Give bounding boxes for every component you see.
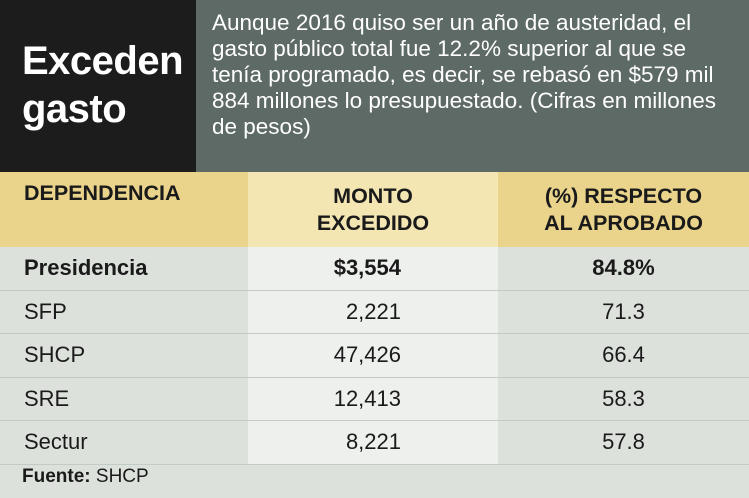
- column-header-porcentaje: (%) RESPECTO AL APROBADO: [498, 172, 749, 247]
- table-row: Sectur 8,221 57.8: [0, 421, 749, 465]
- source-label: Fuente:: [22, 466, 91, 487]
- data-table: DEPENDENCIA MONTO EXCEDIDO (%) RESPECTO …: [0, 172, 749, 465]
- table-row: SHCP 47,426 66.4: [0, 334, 749, 378]
- column-header-monto-line-2: EXCEDIDO: [316, 210, 430, 235]
- cell-dependencia: Presidencia: [24, 255, 148, 281]
- column-header-dependencia: DEPENDENCIA: [24, 181, 181, 205]
- cell-monto: 8,221: [248, 421, 498, 464]
- table-row: SRE 12,413 58.3: [0, 377, 749, 421]
- cell-porcentaje: 58.3: [602, 385, 645, 411]
- cell-dependencia: SFP: [24, 298, 67, 324]
- title-box: Exceden gasto: [0, 0, 196, 172]
- cell-monto: 2,221: [248, 290, 498, 333]
- cell-porcentaje: 66.4: [602, 342, 645, 368]
- source-value: SHCP: [95, 466, 149, 487]
- cell-porcentaje: 57.8: [602, 429, 645, 455]
- title-line-1: Exceden: [22, 39, 184, 83]
- table-row: Presidencia $3,554 84.8%: [0, 247, 749, 291]
- cell-dependencia: SHCP: [24, 342, 86, 368]
- cell-monto: 12,413: [248, 377, 498, 420]
- cell-porcentaje: 84.8%: [592, 255, 655, 281]
- column-header-porcentaje-line-2: AL APROBADO: [544, 210, 703, 235]
- intro-text: Aunque 2016 quiso ser un año de austerid…: [212, 10, 717, 139]
- cell-monto: $3,554: [248, 247, 498, 290]
- cell-monto: 47,426: [248, 334, 498, 377]
- column-header-porcentaje-line-1: (%) RESPECTO: [544, 183, 703, 208]
- column-header-monto-line-1: MONTO: [333, 183, 413, 208]
- table-header-row: DEPENDENCIA MONTO EXCEDIDO (%) RESPECTO …: [0, 172, 749, 247]
- column-header-monto: MONTO EXCEDIDO: [248, 172, 498, 247]
- header: Exceden gasto Aunque 2016 quiso ser un a…: [0, 0, 749, 172]
- intro-box: Aunque 2016 quiso ser un año de austerid…: [196, 0, 749, 172]
- cell-dependencia: Sectur: [24, 429, 88, 455]
- cell-porcentaje: 71.3: [602, 298, 645, 324]
- title-line-2: gasto: [22, 87, 127, 131]
- cell-dependencia: SRE: [24, 385, 70, 411]
- table-row: SFP 2,221 71.3: [0, 290, 749, 334]
- source-note: Fuente: SHCP: [22, 466, 149, 488]
